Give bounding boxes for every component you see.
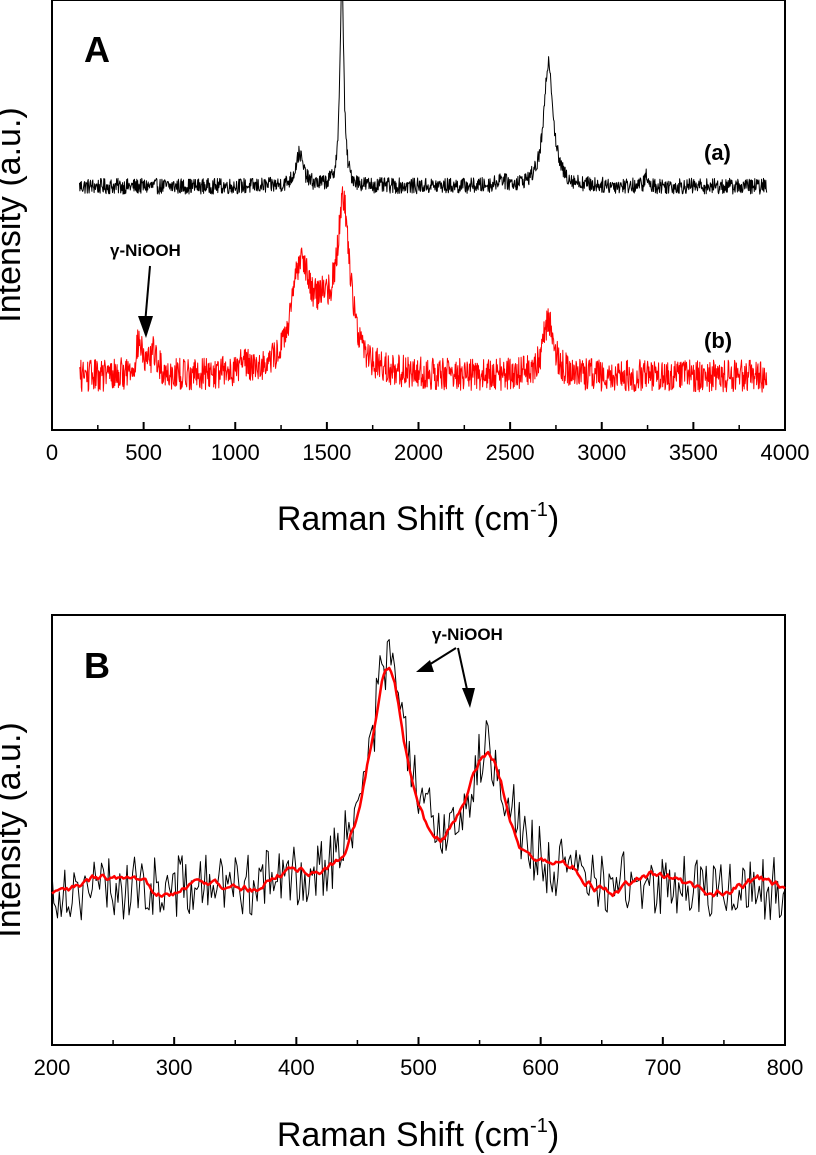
panel-b-x-tick-label: 700 bbox=[644, 1055, 681, 1080]
panel-a-x-tick-label: 0 bbox=[46, 440, 58, 465]
panel-a-x-title-close: ) bbox=[548, 500, 559, 538]
panel-a-series-a bbox=[79, 0, 768, 195]
panel-a-x-title-main: Raman Shift (cm bbox=[277, 500, 530, 538]
panel-a-series bbox=[79, 0, 768, 393]
panel-b-x-title-main: Raman Shift (cm bbox=[277, 1116, 530, 1154]
panel-a-y-title: Intensity (a.u.) bbox=[0, 107, 28, 322]
panel-b-series bbox=[51, 639, 786, 921]
series-label-b: (b) bbox=[704, 328, 732, 353]
panel-b-series-smoothed bbox=[51, 666, 786, 898]
panel-b-annotation-arrow-2 bbox=[457, 647, 469, 695]
panel-b-label: B bbox=[84, 645, 110, 686]
panel-b-annotation-arrowhead-1 bbox=[416, 660, 434, 672]
panel-b-frame bbox=[51, 614, 786, 1046]
panel-a-x-tick-label: 2000 bbox=[394, 440, 443, 465]
panel-a-x-tick-label: 3500 bbox=[669, 440, 718, 465]
panel-b-x-tick-label: 500 bbox=[400, 1055, 437, 1080]
panel-a-label: A bbox=[84, 29, 110, 70]
panel-a-x-ticks: 0 500 1000 1500 2000 2500 3000 3500 4000 bbox=[46, 422, 810, 465]
panel-a-x-tick-label: 1000 bbox=[211, 440, 260, 465]
panel-a-annotation-arrowhead bbox=[138, 316, 153, 338]
panel-a-x-tick-label: 500 bbox=[125, 440, 162, 465]
panel-b: 200 300 400 500 600 700 800 B γ-NiOOH Intensit… bbox=[0, 614, 804, 1154]
panel-a-annotation-text: γ-NiOOH bbox=[110, 241, 181, 260]
panel-b-annotation-arrowhead-2 bbox=[462, 688, 475, 708]
panel-a-x-tick-label: 4000 bbox=[761, 440, 810, 465]
panel-a-x-title: Raman Shift (cm-1) bbox=[277, 499, 559, 538]
panel-a-x-tick-label: 3000 bbox=[577, 440, 626, 465]
panel-b-y-title: Intensity (a.u.) bbox=[0, 722, 28, 937]
panel-b-x-tick-label: 200 bbox=[34, 1055, 71, 1080]
panel-b-series-raw bbox=[51, 639, 786, 921]
panel-a: 0 500 1000 1500 2000 2500 3000 3500 4000 A (a) (… bbox=[0, 0, 809, 538]
series-label-a: (a) bbox=[704, 140, 731, 165]
panel-b-x-title-close: ) bbox=[548, 1116, 559, 1154]
panel-b-x-tick-label: 300 bbox=[156, 1055, 193, 1080]
panel-b-x-title-sup: -1 bbox=[530, 1115, 548, 1137]
panel-a-x-tick-label: 1500 bbox=[302, 440, 351, 465]
panel-b-x-title: Raman Shift (cm-1) bbox=[277, 1115, 559, 1154]
panel-a-x-tick-label: 2500 bbox=[486, 440, 535, 465]
panel-b-x-tick-label: 800 bbox=[767, 1055, 804, 1080]
panel-b-x-ticks: 200 300 400 500 600 700 800 bbox=[34, 1037, 804, 1080]
panel-a-x-title-sup: -1 bbox=[530, 499, 548, 521]
panel-b-x-tick-label: 400 bbox=[278, 1055, 315, 1080]
panel-b-x-tick-label: 600 bbox=[522, 1055, 559, 1080]
panel-a-series-b bbox=[79, 186, 768, 393]
panel-b-annotation-text: γ-NiOOH bbox=[432, 625, 503, 644]
panel-a-annotation-arrow bbox=[144, 265, 151, 325]
